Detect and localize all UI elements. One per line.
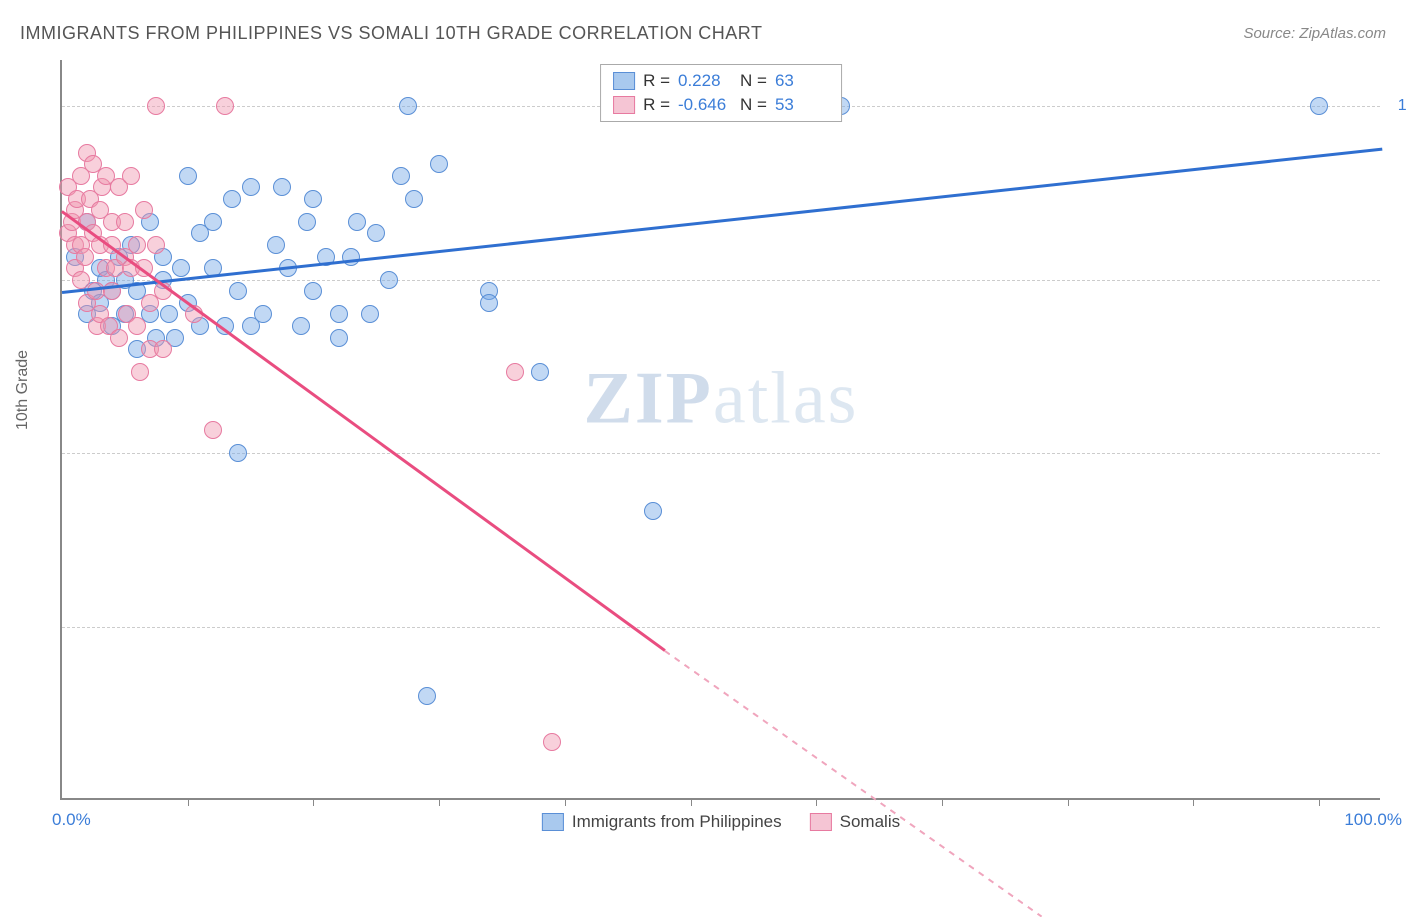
scatter-point xyxy=(392,167,410,185)
series-legend: Immigrants from Philippines Somalis xyxy=(542,812,900,832)
scatter-point xyxy=(204,421,222,439)
scatter-point xyxy=(292,317,310,335)
x-tick xyxy=(1068,798,1069,806)
legend-item: Immigrants from Philippines xyxy=(542,812,782,832)
scatter-point xyxy=(135,201,153,219)
legend-swatch-icon xyxy=(542,813,564,831)
r-value: -0.646 xyxy=(678,95,732,115)
scatter-point xyxy=(644,502,662,520)
scatter-point xyxy=(361,305,379,323)
scatter-point xyxy=(172,259,190,277)
chart-plot-area: ZIPatlas 77.5%85.0%92.5%100.0% R =0.228N… xyxy=(60,60,1380,800)
trend-line xyxy=(62,148,1382,294)
scatter-point xyxy=(254,305,272,323)
scatter-point xyxy=(179,167,197,185)
legend-swatch-icon xyxy=(810,813,832,831)
legend-swatch-icon xyxy=(613,72,635,90)
y-tick-label: 92.5% xyxy=(1392,271,1406,289)
source-label: Source: ZipAtlas.com xyxy=(1243,25,1386,42)
scatter-point xyxy=(430,155,448,173)
scatter-point xyxy=(330,329,348,347)
scatter-point xyxy=(87,282,105,300)
scatter-point xyxy=(223,190,241,208)
scatter-point xyxy=(116,213,134,231)
scatter-point xyxy=(531,363,549,381)
x-tick xyxy=(691,798,692,806)
n-label: N = xyxy=(740,95,767,115)
y-grid-line xyxy=(62,280,1380,281)
watermark: ZIPatlas xyxy=(584,357,859,442)
scatter-point xyxy=(418,687,436,705)
n-value: 53 xyxy=(775,95,829,115)
x-tick xyxy=(1319,798,1320,806)
n-label: N = xyxy=(740,71,767,91)
trend-line xyxy=(61,211,666,652)
scatter-point xyxy=(147,97,165,115)
x-tick xyxy=(188,798,189,806)
scatter-point xyxy=(342,248,360,266)
legend-series-name: Somalis xyxy=(840,812,900,832)
y-tick-label: 77.5% xyxy=(1392,618,1406,636)
x-tick xyxy=(313,798,314,806)
scatter-point xyxy=(242,178,260,196)
r-label: R = xyxy=(643,95,670,115)
scatter-point xyxy=(1310,97,1328,115)
legend-series-name: Immigrants from Philippines xyxy=(572,812,782,832)
r-label: R = xyxy=(643,71,670,91)
scatter-point xyxy=(380,271,398,289)
scatter-point xyxy=(273,178,291,196)
scatter-point xyxy=(154,340,172,358)
scatter-point xyxy=(480,294,498,312)
x-tick xyxy=(565,798,566,806)
r-value: 0.228 xyxy=(678,71,732,91)
scatter-point xyxy=(110,329,128,347)
scatter-point xyxy=(267,236,285,254)
y-grid-line xyxy=(62,627,1380,628)
scatter-point xyxy=(128,236,146,254)
x-axis-max-label: 100.0% xyxy=(1344,810,1402,830)
scatter-point xyxy=(304,282,322,300)
scatter-point xyxy=(229,282,247,300)
chart-title: IMMIGRANTS FROM PHILIPPINES VS SOMALI 10… xyxy=(20,23,762,44)
scatter-point xyxy=(543,733,561,751)
y-tick-label: 85.0% xyxy=(1392,444,1406,462)
scatter-point xyxy=(229,444,247,462)
scatter-point xyxy=(216,97,234,115)
legend-row: R = -0.646 N = 53 xyxy=(613,93,829,117)
scatter-point xyxy=(131,363,149,381)
scatter-point xyxy=(128,317,146,335)
scatter-point xyxy=(399,97,417,115)
y-axis-title: 10th Grade xyxy=(14,350,32,430)
n-value: 63 xyxy=(775,71,829,91)
scatter-point xyxy=(160,305,178,323)
scatter-point xyxy=(330,305,348,323)
scatter-point xyxy=(298,213,316,231)
legend-item: Somalis xyxy=(810,812,900,832)
x-axis-min-label: 0.0% xyxy=(52,810,91,830)
x-tick xyxy=(439,798,440,806)
scatter-point xyxy=(122,167,140,185)
scatter-point xyxy=(348,213,366,231)
scatter-point xyxy=(204,213,222,231)
scatter-point xyxy=(367,224,385,242)
scatter-point xyxy=(147,236,165,254)
x-tick xyxy=(1193,798,1194,806)
y-grid-line xyxy=(62,453,1380,454)
correlation-legend: R = 0.228 N = 63 R = -0.646 N = 53 xyxy=(600,64,842,122)
x-tick xyxy=(942,798,943,806)
trend-line xyxy=(665,650,1043,917)
y-tick-label: 100.0% xyxy=(1392,97,1406,115)
legend-swatch-icon xyxy=(613,96,635,114)
scatter-point xyxy=(405,190,423,208)
x-tick xyxy=(816,798,817,806)
scatter-point xyxy=(76,248,94,266)
scatter-point xyxy=(304,190,322,208)
legend-row: R = 0.228 N = 63 xyxy=(613,69,829,93)
scatter-point xyxy=(506,363,524,381)
